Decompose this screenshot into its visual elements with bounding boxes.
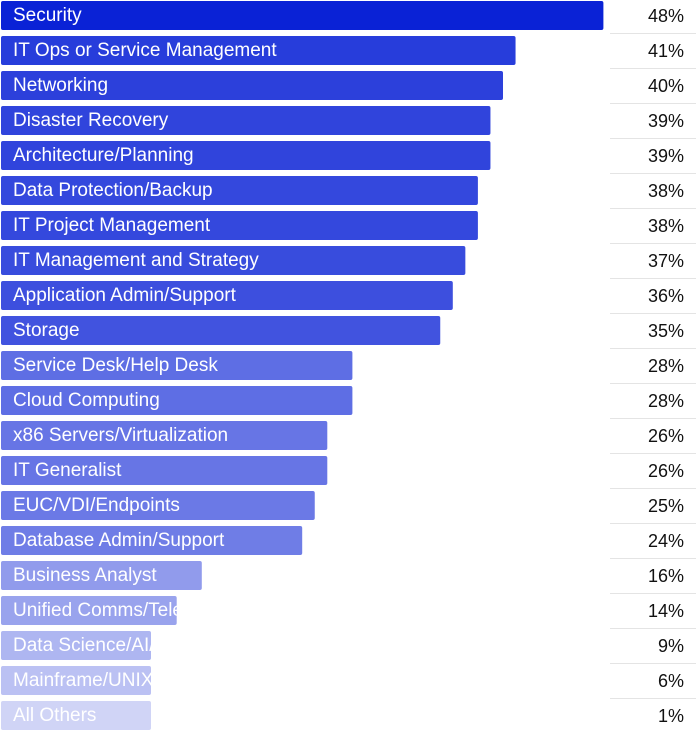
value-label: 6%: [658, 671, 684, 691]
bar-row: IT Management and Strategy 37%: [1, 246, 696, 279]
bar: [1, 491, 315, 520]
value-label: 28%: [648, 391, 684, 411]
value-label: 38%: [648, 181, 684, 201]
value-label: 37%: [648, 251, 684, 271]
bar: [1, 596, 177, 625]
value-label: 35%: [648, 321, 684, 341]
bar: [1, 561, 202, 590]
bar-row: IT Project Management 38%: [1, 211, 696, 244]
value-label: 39%: [648, 111, 684, 131]
value-label: 1%: [658, 706, 684, 726]
bar-row: Database Admin/Support 24%: [1, 526, 696, 559]
value-label: 38%: [648, 216, 684, 236]
category-label: Mainframe/UNIX systems: [13, 670, 228, 691]
bar-row: Service Desk/Help Desk 28%: [1, 351, 696, 384]
bar-row: Business Analyst 16%: [1, 561, 696, 594]
category-label: Application Admin/Support: [13, 285, 237, 306]
category-label: IT Ops or Service Management: [13, 40, 277, 61]
value-label: 25%: [648, 496, 684, 516]
bar: [1, 631, 151, 660]
bar: [1, 141, 491, 170]
bar-row: Unified Comms/Telephony 14%: [1, 596, 696, 629]
value-label: 16%: [648, 566, 684, 586]
bar-row: Storage 35%: [1, 316, 696, 349]
category-label: x86 Servers/Virtualization: [13, 425, 228, 446]
value-label: 14%: [648, 601, 684, 621]
bar-row: All Others 1%: [1, 701, 684, 730]
bar: [1, 316, 441, 345]
category-label: Data Science/AI/ML: [13, 635, 181, 656]
value-label: 26%: [648, 461, 684, 481]
bar: [1, 386, 353, 415]
value-label: 28%: [648, 356, 684, 376]
value-label: 39%: [648, 146, 684, 166]
value-label: 9%: [658, 636, 684, 656]
bar: [1, 211, 478, 240]
category-label: Unified Comms/Telephony: [13, 600, 235, 621]
value-label: 24%: [648, 531, 684, 551]
bar-row: Architecture/Planning 39%: [1, 141, 696, 174]
category-label: Data Protection/Backup: [13, 180, 213, 201]
bar: [1, 456, 328, 485]
bar: [1, 421, 328, 450]
value-label: 26%: [648, 426, 684, 446]
bar-row: Mainframe/UNIX systems 6%: [1, 666, 696, 699]
bar: [1, 1, 604, 30]
bar-row: Security 48%: [1, 1, 696, 34]
category-label: Business Analyst: [13, 565, 157, 586]
category-label: IT Generalist: [13, 460, 122, 481]
value-label: 36%: [648, 286, 684, 306]
category-label: Disaster Recovery: [13, 110, 169, 131]
category-label: Security: [13, 5, 82, 26]
bar: [1, 526, 303, 555]
value-label: 41%: [648, 41, 684, 61]
bar: [1, 701, 151, 730]
bar: [1, 351, 353, 380]
bar-row: Data Protection/Backup 38%: [1, 176, 696, 209]
bar-row: IT Ops or Service Management 41%: [1, 36, 696, 69]
category-label: IT Management and Strategy: [13, 250, 259, 271]
bar: [1, 36, 516, 65]
value-label: 40%: [648, 76, 684, 96]
category-label: EUC/VDI/Endpoints: [13, 495, 180, 516]
bar-row: x86 Servers/Virtualization 26%: [1, 421, 696, 454]
bar-row: Data Science/AI/ML 9%: [1, 631, 696, 664]
bar-row: Cloud Computing 28%: [1, 386, 696, 419]
category-label: Architecture/Planning: [13, 145, 194, 166]
bar-row: Disaster Recovery 39%: [1, 106, 696, 139]
category-label: Database Admin/Support: [13, 530, 225, 551]
category-label: IT Project Management: [13, 215, 211, 236]
bar: [1, 106, 491, 135]
bar: [1, 246, 466, 275]
bar-row: IT Generalist 26%: [1, 456, 696, 489]
category-label: Networking: [13, 75, 108, 96]
value-label: 48%: [648, 6, 684, 26]
category-label: Cloud Computing: [13, 390, 160, 411]
category-label: Service Desk/Help Desk: [13, 355, 218, 376]
bar: [1, 176, 478, 205]
bar-row: EUC/VDI/Endpoints 25%: [1, 491, 696, 524]
bar: [1, 281, 453, 310]
bar-row: Networking 40%: [1, 71, 696, 104]
category-label: All Others: [13, 705, 96, 726]
bar-row: Application Admin/Support 36%: [1, 281, 696, 314]
category-label: Storage: [13, 320, 80, 341]
bar: [1, 666, 151, 695]
bar: [1, 71, 503, 100]
